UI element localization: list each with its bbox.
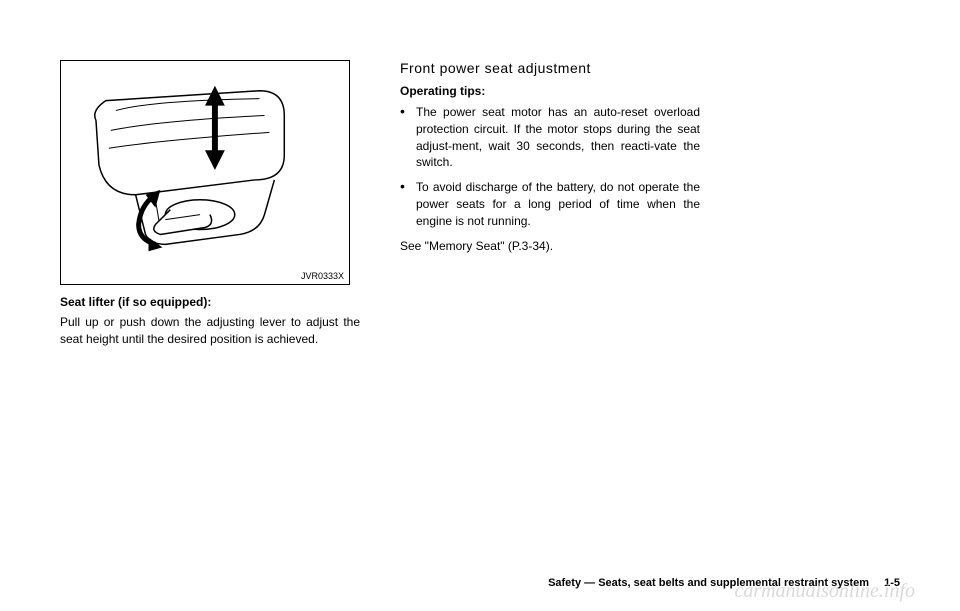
bullet-icon: • (400, 104, 416, 171)
tips-list: • The power seat motor has an auto-reset… (400, 104, 700, 230)
see-reference: See "Memory Seat" (P.3-34). (400, 238, 700, 255)
right-column: Front power seat adjustment Operating ti… (400, 60, 700, 348)
seat-lifter-caption: Seat lifter (if so equipped): (60, 295, 360, 309)
seat-lifter-body: Pull up or push down the adjusting lever… (60, 314, 360, 348)
bullet-text: To avoid discharge of the battery, do no… (416, 179, 700, 229)
operating-tips-label: Operating tips: (400, 84, 700, 98)
seat-lifter-diagram (61, 61, 349, 284)
figure-box: JVR0333X (60, 60, 350, 285)
left-column: JVR0333X Seat lifter (if so equipped): P… (60, 60, 360, 348)
bullet-text: The power seat motor has an auto-reset o… (416, 104, 700, 171)
list-item: • To avoid discharge of the battery, do … (400, 179, 700, 229)
watermark: carmanualsonline.info (734, 580, 915, 603)
list-item: • The power seat motor has an auto-reset… (400, 104, 700, 171)
figure-label: JVR0333X (301, 271, 344, 281)
bullet-icon: • (400, 179, 416, 229)
front-power-heading: Front power seat adjustment (400, 60, 700, 76)
